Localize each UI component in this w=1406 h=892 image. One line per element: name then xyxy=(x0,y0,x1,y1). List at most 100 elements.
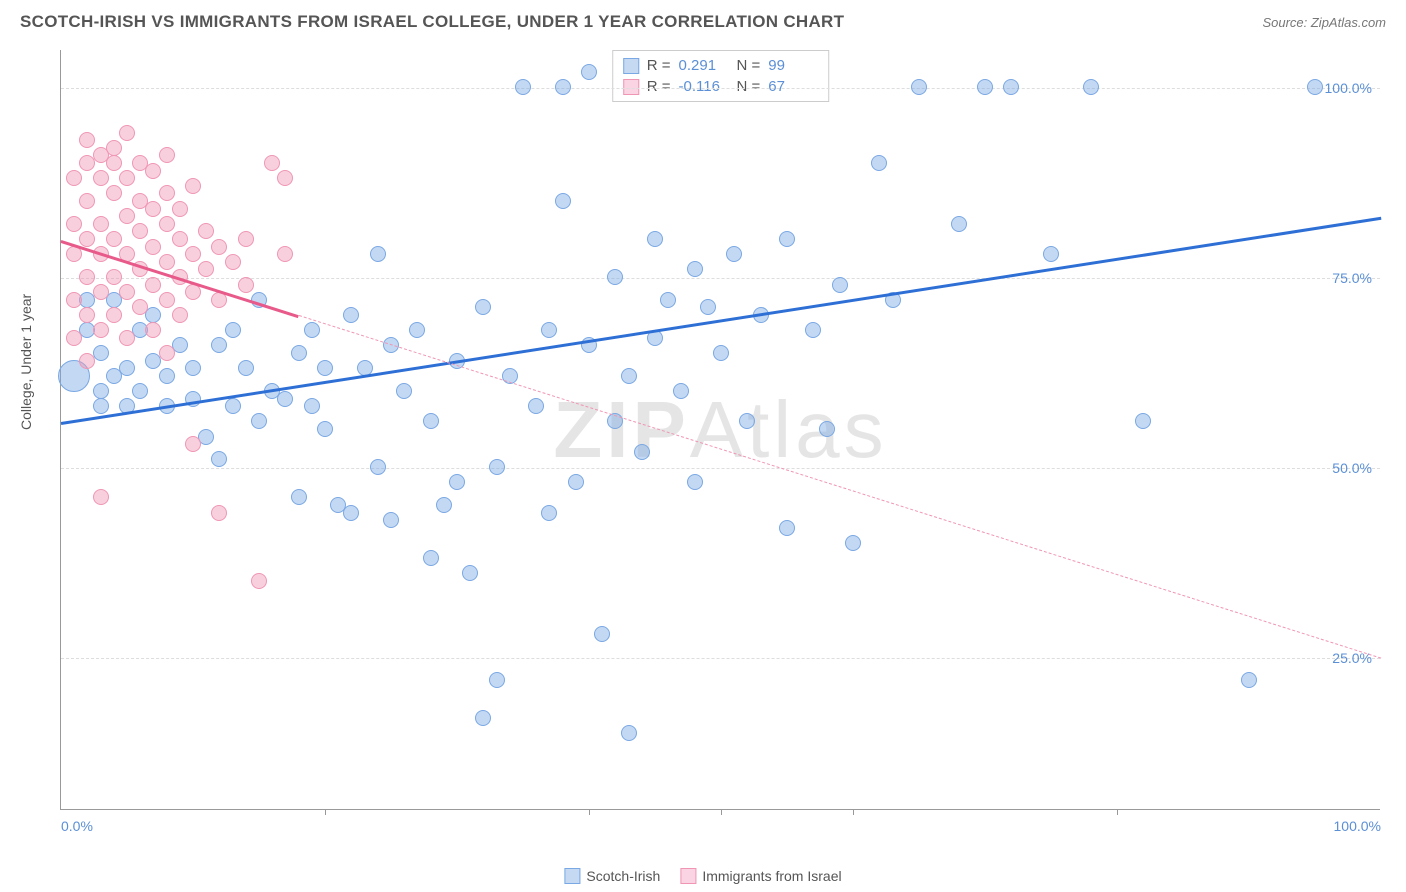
scatter-point xyxy=(93,170,109,186)
scatter-point xyxy=(621,725,637,741)
scatter-point xyxy=(145,239,161,255)
scatter-point xyxy=(317,360,333,376)
legend: Scotch-Irish Immigrants from Israel xyxy=(564,868,841,884)
scatter-point xyxy=(687,474,703,490)
scatter-point xyxy=(132,223,148,239)
y-tick-label: 100.0% xyxy=(1325,80,1372,96)
scatter-point xyxy=(185,178,201,194)
scatter-point xyxy=(145,277,161,293)
scatter-point xyxy=(1003,79,1019,95)
scatter-point xyxy=(370,246,386,262)
scatter-point xyxy=(409,322,425,338)
scatter-point xyxy=(871,155,887,171)
stat-value: 0.291 xyxy=(679,57,729,74)
scatter-point xyxy=(462,565,478,581)
scatter-point xyxy=(159,216,175,232)
scatter-point xyxy=(779,520,795,536)
scatter-point xyxy=(93,398,109,414)
scatter-point xyxy=(396,383,412,399)
legend-label: Scotch-Irish xyxy=(586,868,660,884)
scatter-point xyxy=(1135,413,1151,429)
swatch-icon xyxy=(623,79,639,95)
scatter-point xyxy=(277,170,293,186)
scatter-point xyxy=(172,307,188,323)
scatter-point xyxy=(79,353,95,369)
scatter-point xyxy=(581,64,597,80)
scatter-point xyxy=(713,345,729,361)
scatter-point xyxy=(673,383,689,399)
scatter-point xyxy=(607,269,623,285)
scatter-point xyxy=(145,163,161,179)
scatter-point xyxy=(159,292,175,308)
scatter-point xyxy=(1083,79,1099,95)
scatter-point xyxy=(119,330,135,346)
legend-item: Scotch-Irish xyxy=(564,868,660,884)
scatter-point xyxy=(238,360,254,376)
scatter-point xyxy=(238,277,254,293)
scatter-point xyxy=(515,79,531,95)
scatter-point xyxy=(343,505,359,521)
scatter-point xyxy=(739,413,755,429)
scatter-point xyxy=(93,322,109,338)
scatter-point xyxy=(132,299,148,315)
scatter-point xyxy=(291,489,307,505)
scatter-point xyxy=(489,459,505,475)
scatter-point xyxy=(185,436,201,452)
scatter-point xyxy=(106,269,122,285)
scatter-point xyxy=(568,474,584,490)
scatter-point xyxy=(119,208,135,224)
scatter-point xyxy=(541,505,557,521)
scatter-point xyxy=(211,239,227,255)
scatter-point xyxy=(79,269,95,285)
stat-value: 99 xyxy=(768,57,818,74)
scatter-point xyxy=(277,246,293,262)
scatter-point xyxy=(687,261,703,277)
scatter-point xyxy=(159,345,175,361)
scatter-point xyxy=(621,368,637,384)
scatter-point xyxy=(832,277,848,293)
scatter-point xyxy=(594,626,610,642)
scatter-point xyxy=(159,368,175,384)
scatter-point xyxy=(370,459,386,475)
scatter-point xyxy=(66,330,82,346)
scatter-point xyxy=(317,421,333,437)
scatter-point xyxy=(449,474,465,490)
x-tick-label: 0.0% xyxy=(61,818,93,834)
scatter-point xyxy=(555,79,571,95)
stat-label: N = xyxy=(737,57,761,74)
scatter-point xyxy=(225,398,241,414)
legend-item: Immigrants from Israel xyxy=(680,868,841,884)
scatter-point xyxy=(93,489,109,505)
scatter-point xyxy=(779,231,795,247)
scatter-point xyxy=(106,140,122,156)
correlation-stats-box: R = 0.291 N = 99 R = -0.116 N = 67 xyxy=(612,50,830,102)
scatter-point xyxy=(805,322,821,338)
scatter-point xyxy=(541,322,557,338)
scatter-point xyxy=(79,193,95,209)
scatter-point xyxy=(845,535,861,551)
scatter-point xyxy=(198,223,214,239)
scatter-point xyxy=(1307,79,1323,95)
trendline-solid xyxy=(61,217,1381,425)
scatter-point xyxy=(79,132,95,148)
watermark: ZIPAtlas xyxy=(553,384,887,476)
scatter-point xyxy=(119,170,135,186)
scatter-point xyxy=(660,292,676,308)
scatter-point xyxy=(911,79,927,95)
scatter-point xyxy=(634,444,650,460)
x-tick-mark xyxy=(1117,809,1118,815)
scatter-point xyxy=(489,672,505,688)
swatch-icon xyxy=(564,868,580,884)
scatter-point xyxy=(159,147,175,163)
x-tick-mark xyxy=(853,809,854,815)
stat-label: R = xyxy=(647,78,671,95)
scatter-point xyxy=(106,231,122,247)
scatter-point xyxy=(528,398,544,414)
scatter-point xyxy=(106,185,122,201)
scatter-point xyxy=(172,201,188,217)
scatter-point xyxy=(1241,672,1257,688)
scatter-point xyxy=(93,216,109,232)
stat-label: R = xyxy=(647,57,671,74)
swatch-icon xyxy=(623,58,639,74)
x-tick-mark xyxy=(721,809,722,815)
